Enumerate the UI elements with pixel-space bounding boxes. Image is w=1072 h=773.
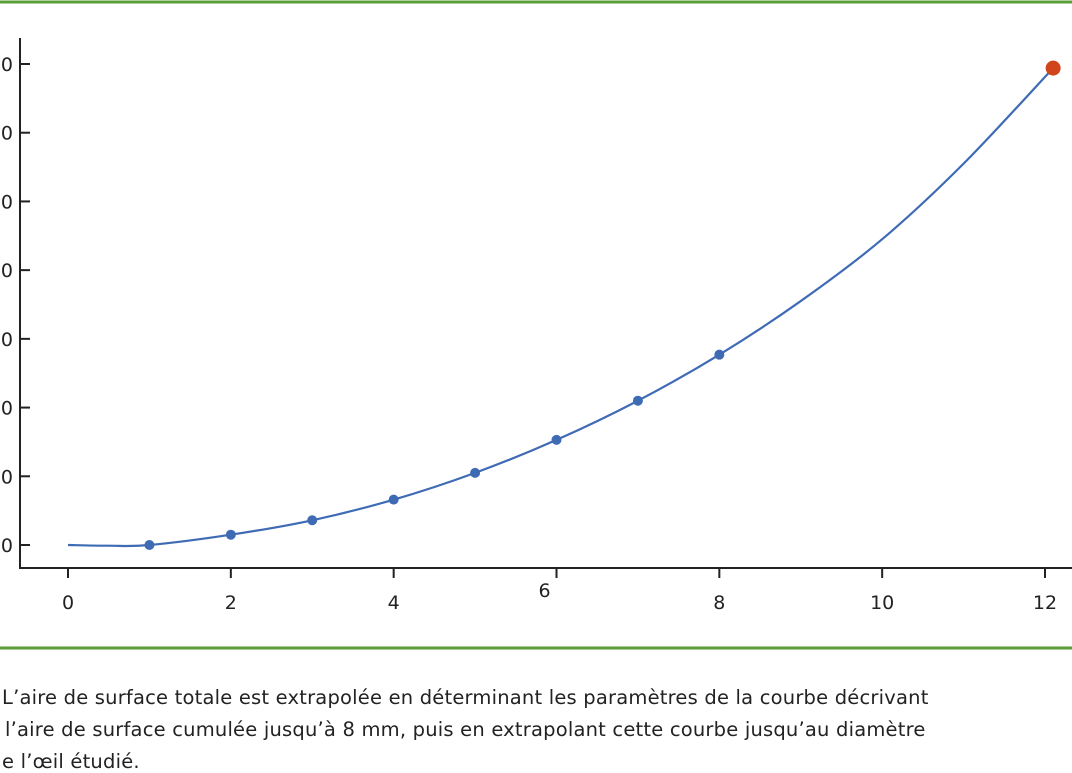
data-point <box>388 494 399 505</box>
data-point <box>225 529 236 540</box>
y-tick-label: 30 <box>0 329 13 351</box>
fit-curve <box>67 67 1054 548</box>
data-point <box>551 434 562 445</box>
caption: l’aire de surface cumulée jusqu’à 8 mm, … <box>5 718 926 741</box>
y-tick-label: 70 <box>0 54 13 76</box>
x-tick-label: 8 <box>713 592 725 614</box>
y-tick-label: 0 <box>1 535 13 557</box>
x-tick-label: 12 <box>1033 592 1057 614</box>
y-tick-label: 60 <box>0 123 13 145</box>
x-tick-label: 2 <box>225 592 237 614</box>
caption: e l’œil étudié. <box>2 750 140 773</box>
x-tick-label: 6 <box>538 580 550 602</box>
y-tick-label: 20 <box>0 398 13 420</box>
x-tick-label: 10 <box>870 592 894 614</box>
chart: 0 10 20 30 40 50 60 70 0 2 4 6 8 10 12 <box>0 0 1072 650</box>
data-point <box>470 467 481 478</box>
data-point <box>632 395 643 406</box>
data-point <box>714 349 725 360</box>
y-tick-label: 50 <box>0 191 13 213</box>
x-tick-label: 4 <box>388 592 400 614</box>
extrapolated-point <box>1045 60 1061 76</box>
y-tick-label: 40 <box>0 260 13 282</box>
x-tick-label: 0 <box>62 592 74 614</box>
data-point <box>307 515 318 526</box>
y-tick-label: 10 <box>0 466 13 488</box>
caption: L’aire de surface totale est extrapolée … <box>2 686 929 709</box>
data-point <box>144 540 155 550</box>
